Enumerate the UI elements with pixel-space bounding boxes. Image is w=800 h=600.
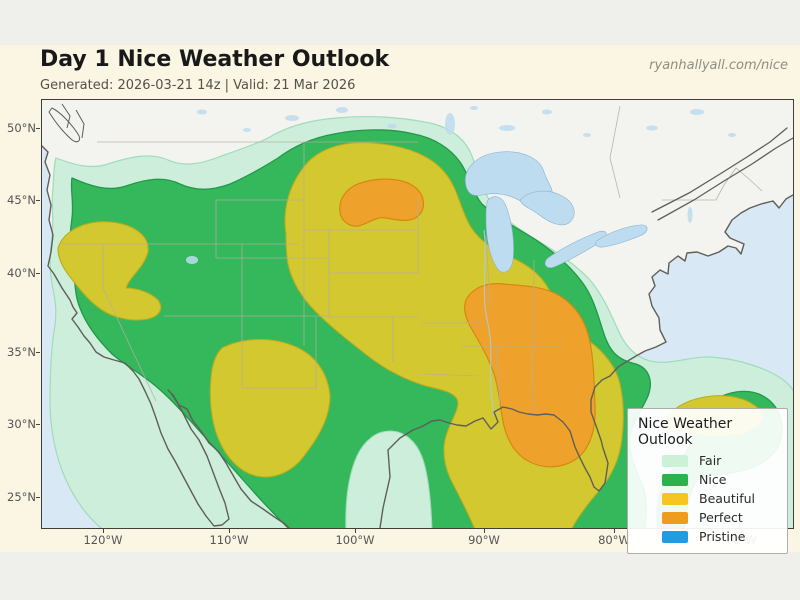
x-tick-label: 80°W: [598, 533, 630, 547]
site-url-link[interactable]: ryanhallyall.com/nice: [649, 58, 788, 73]
st-lawrence-river: [651, 127, 793, 221]
legend-label: Fair: [699, 453, 722, 468]
pacific-inlets: [61, 103, 85, 139]
mississippi-river: [483, 229, 495, 417]
x-axis-tick: [484, 529, 485, 533]
y-tick-label: 45°N: [7, 193, 36, 207]
beautiful-swatch: [662, 492, 688, 505]
x-axis-tick: [229, 529, 230, 533]
legend-item-beautiful: Beautiful: [662, 491, 779, 506]
y-tick-label: 40°N: [7, 266, 36, 280]
legend-item-fair: Fair: [662, 453, 779, 468]
perfect-region-north: [339, 178, 425, 227]
legend-label: Nice: [699, 472, 727, 487]
legend-label: Pristine: [699, 529, 746, 544]
x-axis-tick: [355, 529, 356, 533]
x-tick-label: 100°W: [335, 533, 375, 547]
beautiful-region-southwest: [209, 338, 331, 478]
state-borders: [62, 105, 763, 413]
legend-item-nice: Nice: [662, 472, 779, 487]
page-subtitle: Generated: 2026-03-21 14z | Valid: 21 Ma…: [40, 78, 356, 93]
x-tick-label: 110°W: [209, 533, 249, 547]
y-tick-label: 50°N: [7, 121, 36, 135]
coastline: [42, 145, 793, 528]
legend-item-perfect: Perfect: [662, 510, 779, 525]
page-title: Day 1 Nice Weather Outlook: [40, 47, 390, 72]
small-lakes: [186, 106, 736, 264]
y-axis-tick: [36, 424, 40, 425]
x-axis-tick: [614, 529, 615, 533]
perfect-swatch: [662, 511, 688, 524]
y-tick-label: 30°N: [7, 417, 36, 431]
legend-title: Nice Weather Outlook: [638, 416, 733, 448]
legend-label: Perfect: [699, 510, 743, 525]
map-legend: Nice Weather Outlook Fair Nice Beautiful…: [627, 408, 788, 554]
x-axis-tick: [103, 529, 104, 533]
y-tick-label: 35°N: [7, 345, 36, 359]
x-tick-label: 120°W: [83, 533, 123, 547]
nice-swatch: [662, 473, 688, 486]
x-tick-label: 90°W: [468, 533, 500, 547]
y-axis-tick: [36, 352, 40, 353]
great-lakes: [465, 151, 648, 273]
legend-label: Beautiful: [699, 491, 756, 506]
y-axis-tick: [36, 273, 40, 274]
vancouver-island: [48, 107, 81, 143]
beautiful-region-norcal: [57, 221, 162, 321]
y-tick-label: 25°N: [7, 490, 36, 504]
legend-item-pristine: Pristine: [662, 529, 779, 544]
y-axis-tick: [36, 128, 40, 129]
pristine-swatch: [662, 530, 688, 543]
y-axis-tick: [36, 200, 40, 201]
y-axis-tick: [36, 497, 40, 498]
fair-swatch: [662, 454, 688, 467]
